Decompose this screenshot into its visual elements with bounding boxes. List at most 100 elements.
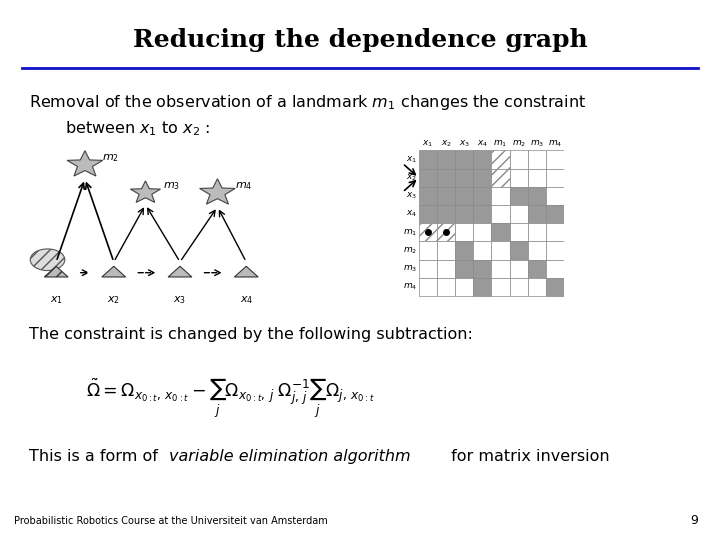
Bar: [437, 223, 455, 241]
Bar: [528, 205, 546, 223]
Text: for matrix inversion: for matrix inversion: [446, 449, 610, 464]
Polygon shape: [199, 179, 235, 204]
Text: $m_4$: $m_4$: [548, 138, 562, 149]
Bar: [455, 241, 473, 260]
Text: $m_3$: $m_3$: [163, 180, 180, 192]
Bar: [546, 241, 564, 260]
Bar: [492, 223, 510, 241]
Text: $x_4$: $x_4$: [405, 209, 417, 219]
Bar: [546, 151, 564, 168]
Text: $x_2$: $x_2$: [441, 138, 451, 149]
Text: 9: 9: [690, 514, 698, 526]
Text: $m_2$: $m_2$: [402, 245, 417, 256]
Bar: [473, 241, 492, 260]
Bar: [437, 278, 455, 296]
Bar: [473, 187, 492, 205]
Bar: [437, 168, 455, 187]
Bar: [473, 260, 492, 278]
Bar: [492, 260, 510, 278]
Text: $m_2$: $m_2$: [512, 138, 526, 149]
Text: $m_3$: $m_3$: [402, 264, 417, 274]
Bar: [492, 151, 510, 168]
Polygon shape: [67, 151, 103, 176]
Bar: [528, 223, 546, 241]
Bar: [546, 187, 564, 205]
Text: $x_3$: $x_3$: [459, 138, 469, 149]
Text: $m_1$: $m_1$: [493, 138, 508, 149]
Text: $m_2$: $m_2$: [102, 152, 120, 164]
Bar: [528, 187, 546, 205]
Bar: [510, 241, 528, 260]
Text: $m_4$: $m_4$: [402, 282, 417, 292]
Text: $x_2$: $x_2$: [406, 172, 417, 183]
Bar: [546, 278, 564, 296]
Bar: [419, 241, 437, 260]
Bar: [437, 151, 455, 168]
Bar: [455, 187, 473, 205]
Text: The constraint is changed by the following subtraction:: The constraint is changed by the followi…: [29, 327, 472, 342]
Bar: [510, 187, 528, 205]
Polygon shape: [102, 266, 126, 277]
Bar: [492, 205, 510, 223]
Bar: [473, 223, 492, 241]
Bar: [546, 223, 564, 241]
Text: variable elimination algorithm: variable elimination algorithm: [169, 449, 411, 464]
Text: $m_1$: $m_1$: [402, 227, 417, 238]
Bar: [419, 205, 437, 223]
Polygon shape: [235, 266, 258, 277]
Bar: [455, 260, 473, 278]
Bar: [473, 151, 492, 168]
Bar: [510, 260, 528, 278]
Text: $x_1$: $x_1$: [423, 138, 433, 149]
Text: between $x_1$ to $x_2$ :: between $x_1$ to $x_2$ :: [65, 119, 210, 138]
Bar: [473, 278, 492, 296]
Bar: [419, 223, 437, 241]
Bar: [528, 241, 546, 260]
Text: Removal of the observation of a landmark $m_1$ changes the constraint: Removal of the observation of a landmark…: [29, 93, 586, 112]
Bar: [492, 187, 510, 205]
Bar: [419, 187, 437, 205]
Text: $x_1$: $x_1$: [406, 154, 417, 165]
Ellipse shape: [30, 249, 65, 271]
Bar: [492, 168, 510, 187]
Bar: [437, 187, 455, 205]
Text: $m_4$: $m_4$: [235, 180, 252, 192]
Text: $\tilde{\Omega} = \Omega_{x_{0:t},\,x_{0:t}} - \sum_j \Omega_{x_{0:t},\,j}\;\Ome: $\tilde{\Omega} = \Omega_{x_{0:t},\,x_{0…: [86, 377, 375, 420]
Bar: [528, 278, 546, 296]
Bar: [419, 278, 437, 296]
Bar: [419, 151, 437, 168]
Text: $x_4$: $x_4$: [240, 294, 253, 306]
Text: $x_3$: $x_3$: [174, 294, 186, 306]
Text: $x_3$: $x_3$: [406, 191, 417, 201]
Bar: [510, 205, 528, 223]
Bar: [437, 241, 455, 260]
Bar: [473, 205, 492, 223]
Text: Probabilistic Robotics Course at the Universiteit van Amsterdam: Probabilistic Robotics Course at the Uni…: [14, 516, 328, 526]
Bar: [455, 168, 473, 187]
Bar: [546, 205, 564, 223]
Bar: [528, 168, 546, 187]
Bar: [510, 151, 528, 168]
Bar: [455, 205, 473, 223]
Polygon shape: [168, 266, 192, 277]
Polygon shape: [44, 266, 68, 277]
Bar: [437, 260, 455, 278]
Bar: [455, 278, 473, 296]
Bar: [455, 223, 473, 241]
Bar: [546, 168, 564, 187]
Bar: [510, 278, 528, 296]
Bar: [492, 241, 510, 260]
Bar: [510, 223, 528, 241]
Bar: [546, 260, 564, 278]
Bar: [419, 260, 437, 278]
Text: $x_4$: $x_4$: [477, 138, 488, 149]
Bar: [510, 168, 528, 187]
Text: $m_3$: $m_3$: [530, 138, 544, 149]
Text: Reducing the dependence graph: Reducing the dependence graph: [132, 29, 588, 52]
Bar: [528, 260, 546, 278]
Bar: [473, 168, 492, 187]
Text: $x_2$: $x_2$: [107, 294, 120, 306]
Bar: [437, 205, 455, 223]
Text: $x_1$: $x_1$: [50, 294, 63, 306]
Bar: [492, 278, 510, 296]
